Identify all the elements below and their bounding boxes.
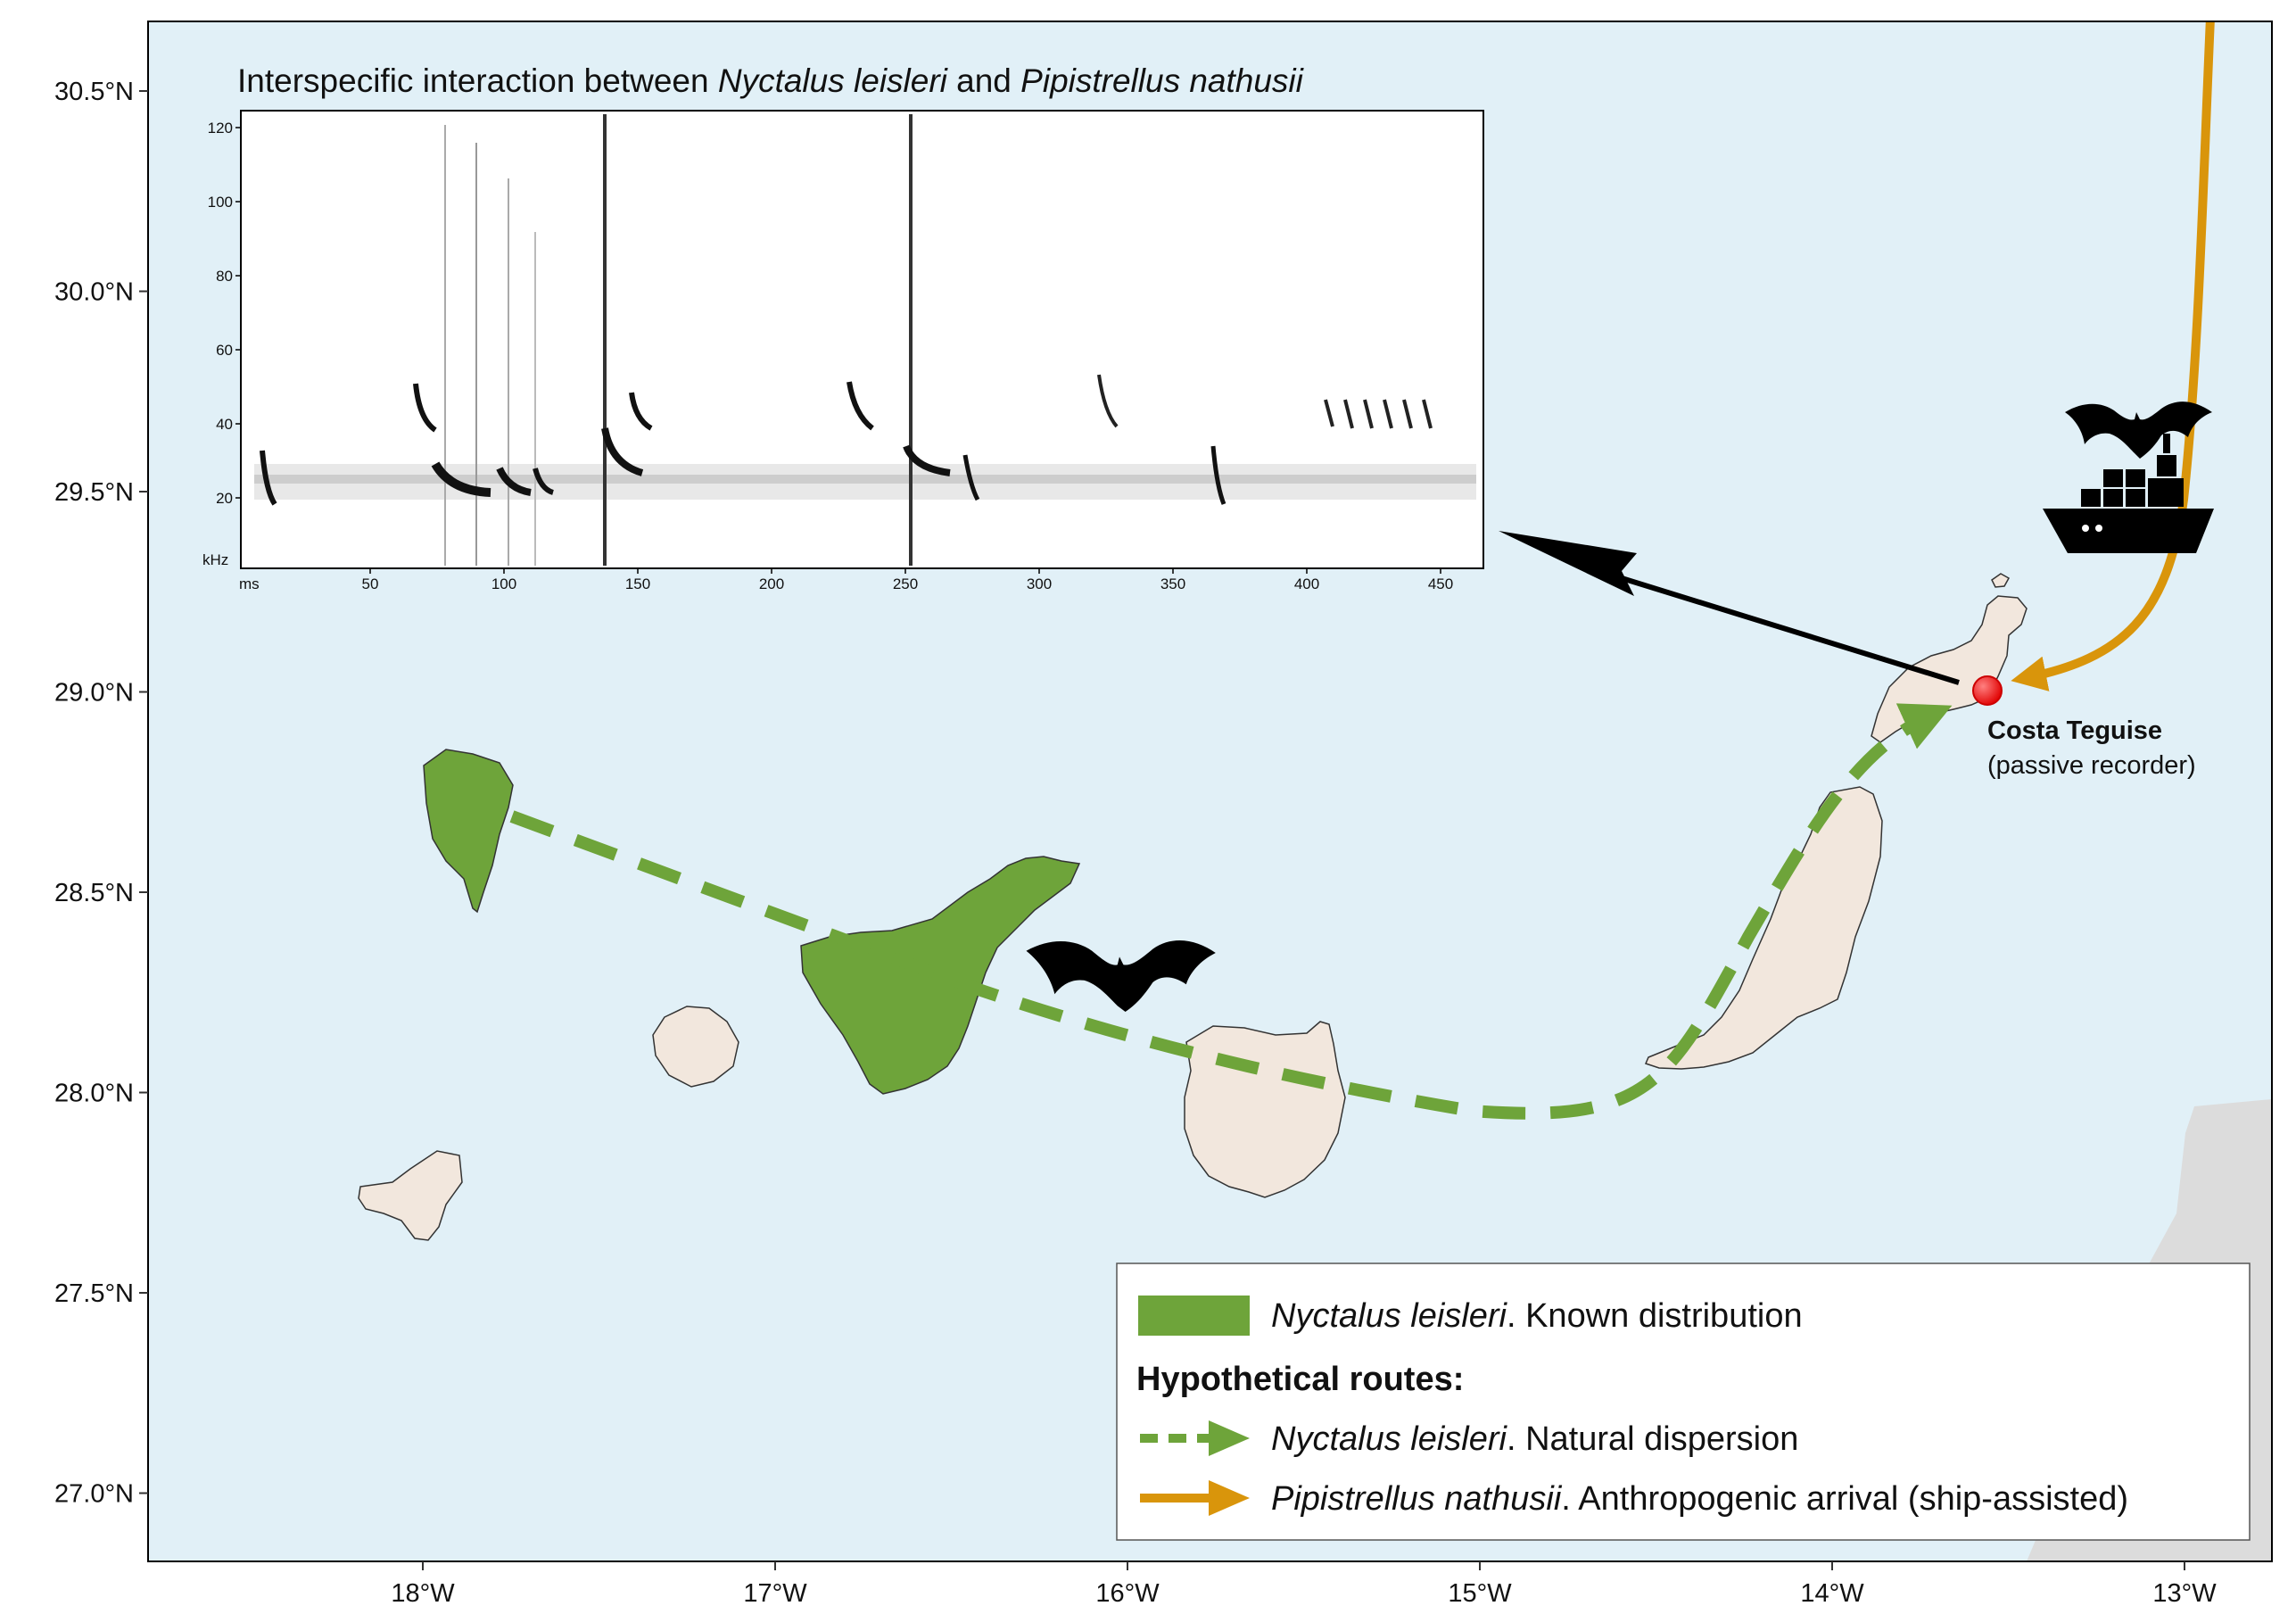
spectrogram-x-tick-label: 200	[759, 575, 784, 592]
ship-icon	[2043, 434, 2214, 553]
lat-tick-label: 28.0°N	[54, 1080, 134, 1108]
spectrogram-x-tick-label: 350	[1160, 575, 1185, 592]
spectrogram-x-unit: ms	[239, 575, 260, 592]
legend-natural-label: Nyctalus leisleri. Natural dispersion	[1271, 1420, 1798, 1458]
recorder-note: (passive recorder)	[1987, 751, 2196, 780]
spectrogram-y-tick-label: 60	[216, 342, 233, 359]
lon-tick-label: 15°W	[1448, 1579, 1512, 1606]
bat-icon-tenerife	[1026, 940, 1216, 1012]
island-el-hierro	[358, 1150, 463, 1241]
bat-icon	[2065, 402, 2212, 459]
legend-swatch-anthropogenic-head	[1209, 1480, 1250, 1516]
legend-anthropogenic-label: Pipistrellus nathusii. Anthropogenic arr…	[1271, 1480, 2128, 1518]
legend-swatch-natural-head	[1209, 1420, 1250, 1456]
island-tenerife	[800, 856, 1081, 1095]
spectrogram-x-tick-label: 50	[362, 575, 379, 592]
spectrogram-y-unit: kHz	[202, 551, 228, 568]
route-natural-dispersion	[509, 703, 1953, 1120]
spectrogram-traces	[254, 114, 1476, 566]
lon-tick-label: 18°W	[391, 1579, 455, 1606]
lon-tick-label: 16°W	[1095, 1579, 1160, 1606]
spectrogram-inset: Interspecific interaction between Nyctal…	[202, 62, 1484, 592]
latitude-axis: 30.5°N 30.0°N 29.5°N 29.0°N 28.5°N 28.0°N 27.5…	[54, 78, 148, 1509]
spectrogram-y-tick-label: 120	[208, 120, 233, 137]
island-la-palma	[423, 749, 514, 914]
lat-tick-label: 29.0°N	[54, 679, 134, 708]
spectrogram-y-tick-label: 80	[216, 268, 233, 285]
spectrogram-x-tick-label: 400	[1294, 575, 1319, 592]
lat-tick-label: 28.5°N	[54, 879, 134, 907]
lat-tick-label: 30.5°N	[54, 78, 134, 106]
island-la-gomera	[652, 1006, 739, 1088]
islet-alegranza	[1991, 573, 2011, 588]
map-frame	[147, 21, 2273, 1562]
route-anthropogenic-arrival	[2011, 21, 2215, 691]
lat-tick-label: 30.0°N	[54, 278, 134, 307]
lat-tick-label: 27.5°N	[54, 1279, 134, 1308]
lat-tick-label: 29.5°N	[54, 478, 134, 507]
lon-tick-label: 13°W	[2152, 1579, 2217, 1606]
spectrogram-x-tick-label: 100	[491, 575, 516, 592]
spectrogram-x-tick-label: 250	[893, 575, 918, 592]
legend-swatch-distribution	[1138, 1296, 1250, 1336]
spectrogram-x-tick-label: 150	[625, 575, 650, 592]
spectrogram-y-tick-label: 20	[216, 490, 233, 507]
recorder-point	[1972, 675, 2003, 706]
island-fuerteventura	[1644, 786, 1883, 1070]
spectrogram-y-tick-label: 40	[216, 416, 233, 433]
lon-tick-label: 14°W	[1800, 1579, 1864, 1606]
lat-tick-label: 27.0°N	[54, 1480, 134, 1509]
spectrogram-x-tick-label: 450	[1428, 575, 1453, 592]
pointer-line	[1569, 559, 1960, 685]
spectrogram-x-tick-label: 300	[1027, 575, 1052, 592]
longitude-axis: 18°W 17°W 16°W 15°W 14°W 13°W	[391, 1561, 2217, 1606]
spectrogram-x-axis: 50 100 150 200 250 300 350 400 450	[362, 568, 1453, 592]
spectrogram-plot	[240, 110, 1484, 569]
legend: Nyctalus leisleri. Known distribution Hy…	[1116, 1262, 2251, 1541]
legend-distribution-label: Nyctalus leisleri. Known distribution	[1271, 1297, 1803, 1335]
spectrogram-y-axis: 120 100 80 60 40 20	[208, 120, 241, 507]
spectrogram-y-tick-label: 100	[208, 194, 233, 211]
lon-tick-label: 17°W	[743, 1579, 807, 1606]
inset-title: Interspecific interaction between Nyctal…	[237, 62, 1305, 99]
pointer-arrowhead	[1499, 531, 1637, 596]
legend-routes-heading: Hypothetical routes:	[1136, 1361, 1464, 1398]
recorder-label: Costa Teguise	[1987, 716, 2162, 745]
legend-box	[1116, 1262, 2251, 1541]
